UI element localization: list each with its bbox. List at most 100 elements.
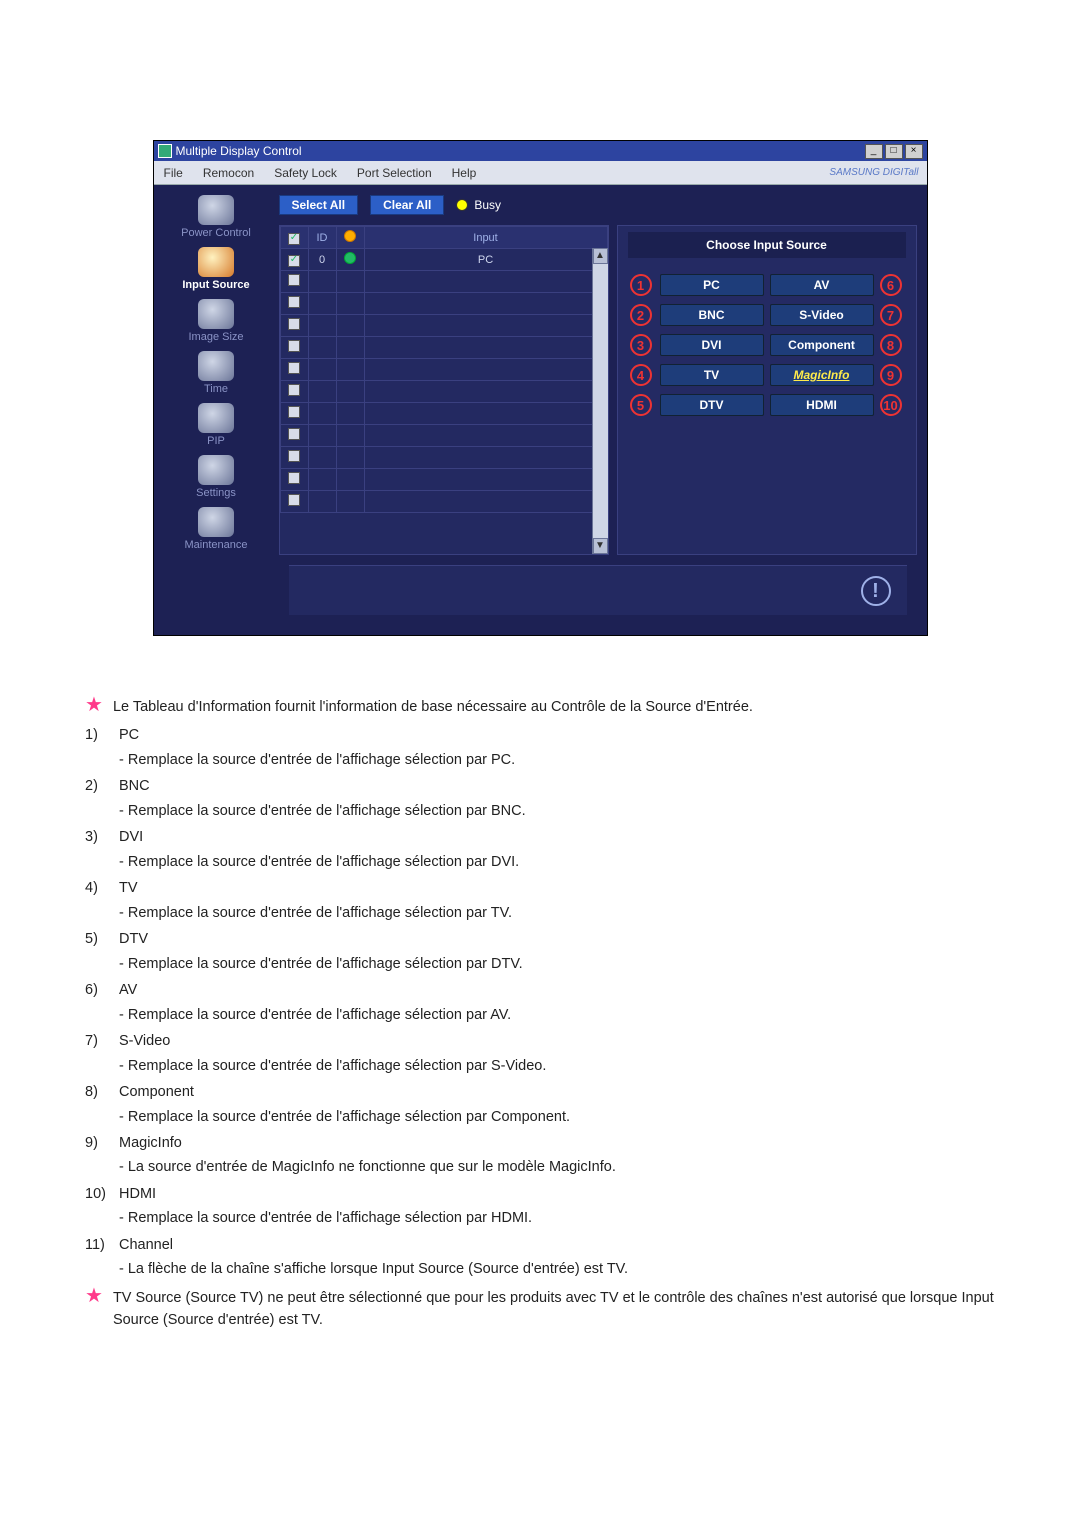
star-icon: ★ xyxy=(85,695,103,717)
explanation-text: ★ Le Tableau d'Information fournit l'inf… xyxy=(85,696,995,1332)
toolbar: Select All Clear All Busy xyxy=(279,195,917,215)
table-row[interactable] xyxy=(280,359,607,381)
close-button[interactable]: × xyxy=(905,144,923,159)
sidebar-item-pip[interactable]: PIP xyxy=(158,403,275,447)
list-item: 7) S-Video - Remplace la source d'entrée… xyxy=(85,1030,995,1077)
list-item: 6) AV - Remplace la source d'entrée de l… xyxy=(85,979,995,1026)
item-number: 9) xyxy=(85,1132,119,1179)
status-bar: ! xyxy=(289,565,907,615)
menu-remocon[interactable]: Remocon xyxy=(193,166,264,180)
settings-icon xyxy=(198,455,234,485)
sidebar-item-image-size[interactable]: Image Size xyxy=(158,299,275,343)
row-checkbox[interactable] xyxy=(288,296,300,308)
callout-number: 7 xyxy=(880,304,902,326)
list-item: 5) DTV - Remplace la source d'entrée de … xyxy=(85,928,995,975)
image-size-icon xyxy=(198,299,234,329)
clear-all-button[interactable]: Clear All xyxy=(370,195,444,215)
item-title: HDMI xyxy=(119,1186,156,1202)
source-dvi-button[interactable]: DVI xyxy=(660,334,764,356)
item-number: 11) xyxy=(85,1234,119,1281)
callout-number: 3 xyxy=(630,334,652,356)
item-description: - Remplace la source d'entrée de l'affic… xyxy=(119,851,995,873)
col-header-status[interactable] xyxy=(336,227,364,249)
source-av-button[interactable]: AV xyxy=(770,274,874,296)
item-description: - Remplace la source d'entrée de l'affic… xyxy=(119,1004,995,1026)
source-component-button[interactable]: Component xyxy=(770,334,874,356)
row-checkbox[interactable] xyxy=(288,274,300,286)
list-item: 8) Component - Remplace la source d'entr… xyxy=(85,1081,995,1128)
menu-help[interactable]: Help xyxy=(442,166,487,180)
item-title: MagicInfo xyxy=(119,1135,182,1151)
callout-number: 1 xyxy=(630,274,652,296)
menu-file[interactable]: File xyxy=(154,166,193,180)
col-header-id[interactable]: ID xyxy=(308,227,336,249)
row-checkbox[interactable] xyxy=(288,362,300,374)
source-pc-button[interactable]: PC xyxy=(660,274,764,296)
row-checkbox[interactable] xyxy=(288,255,300,267)
sidebar-item-power-control[interactable]: Power Control xyxy=(158,195,275,239)
sidebar-item-time[interactable]: Time xyxy=(158,351,275,395)
pip-icon xyxy=(198,403,234,433)
item-title: Channel xyxy=(119,1237,173,1253)
table-scrollbar[interactable]: ▲ ▼ xyxy=(592,248,608,554)
scroll-down-icon[interactable]: ▼ xyxy=(593,538,608,554)
source-tv-button[interactable]: TV xyxy=(660,364,764,386)
sidebar-item-label: Settings xyxy=(158,487,275,499)
sidebar-item-settings[interactable]: Settings xyxy=(158,455,275,499)
item-title: TV xyxy=(119,880,138,896)
scroll-up-icon[interactable]: ▲ xyxy=(593,248,608,264)
row-checkbox[interactable] xyxy=(288,450,300,462)
list-item: 3) DVI - Remplace la source d'entrée de … xyxy=(85,826,995,873)
source-dtv-button[interactable]: DTV xyxy=(660,394,764,416)
item-number: 2) xyxy=(85,775,119,822)
item-title: BNC xyxy=(119,778,150,794)
source-magicinfo-button[interactable]: MagicInfo xyxy=(770,364,874,386)
menu-port-selection[interactable]: Port Selection xyxy=(347,166,442,180)
table-row[interactable] xyxy=(280,293,607,315)
row-checkbox[interactable] xyxy=(288,406,300,418)
item-number: 3) xyxy=(85,826,119,873)
table-row[interactable] xyxy=(280,491,607,513)
item-description: - Remplace la source d'entrée de l'affic… xyxy=(119,1207,995,1229)
sidebar-item-input-source[interactable]: Input Source xyxy=(158,247,275,291)
item-description: - Remplace la source d'entrée de l'affic… xyxy=(119,953,995,975)
table-row[interactable]: 0 PC xyxy=(280,249,607,271)
table-row[interactable] xyxy=(280,315,607,337)
col-header-check[interactable] xyxy=(280,227,308,249)
time-icon xyxy=(198,351,234,381)
menubar: File Remocon Safety Lock Port Selection … xyxy=(154,161,927,185)
sidebar-item-label: Input Source xyxy=(158,279,275,291)
row-checkbox[interactable] xyxy=(288,384,300,396)
item-number: 5) xyxy=(85,928,119,975)
table-row[interactable] xyxy=(280,469,607,491)
app-window: Multiple Display Control _ □ × File Remo… xyxy=(153,140,928,636)
item-number: 1) xyxy=(85,724,119,771)
item-title: S-Video xyxy=(119,1033,170,1049)
select-all-button[interactable]: Select All xyxy=(279,195,359,215)
input-source-icon xyxy=(198,247,234,277)
table-row[interactable] xyxy=(280,425,607,447)
table-row[interactable] xyxy=(280,271,607,293)
source-hdmi-button[interactable]: HDMI xyxy=(770,394,874,416)
busy-indicator: Busy xyxy=(456,198,501,212)
source-s-video-button[interactable]: S-Video xyxy=(770,304,874,326)
table-row[interactable] xyxy=(280,381,607,403)
row-checkbox[interactable] xyxy=(288,472,300,484)
item-number: 4) xyxy=(85,877,119,924)
table-row[interactable] xyxy=(280,403,607,425)
table-row[interactable] xyxy=(280,337,607,359)
table-row[interactable] xyxy=(280,447,607,469)
sidebar-item-maintenance[interactable]: Maintenance xyxy=(158,507,275,551)
maximize-button[interactable]: □ xyxy=(885,144,903,159)
busy-label: Busy xyxy=(474,198,501,212)
row-checkbox[interactable] xyxy=(288,494,300,506)
row-checkbox[interactable] xyxy=(288,318,300,330)
source-bnc-button[interactable]: BNC xyxy=(660,304,764,326)
callout-number: 4 xyxy=(630,364,652,386)
row-checkbox[interactable] xyxy=(288,428,300,440)
menu-safety-lock[interactable]: Safety Lock xyxy=(264,166,347,180)
maintenance-icon xyxy=(198,507,234,537)
col-header-input[interactable]: Input xyxy=(364,227,607,249)
minimize-button[interactable]: _ xyxy=(865,144,883,159)
row-checkbox[interactable] xyxy=(288,340,300,352)
